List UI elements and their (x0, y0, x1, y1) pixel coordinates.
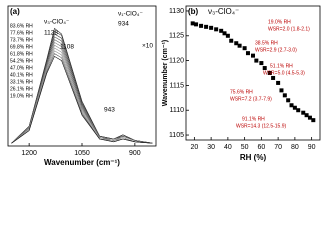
point (234, 41, 239, 46)
point (194, 22, 199, 27)
point (209, 25, 214, 30)
point (289, 103, 294, 108)
point (307, 115, 312, 120)
x-tick-label: 60 (257, 144, 265, 151)
y-tick-label: 1115 (169, 82, 184, 89)
point (251, 53, 255, 58)
point (311, 118, 316, 123)
annotation: ×10 (142, 43, 153, 50)
point (267, 71, 272, 75)
y-tick-label: 1120 (169, 57, 184, 64)
point (276, 80, 281, 85)
spectrum-line (11, 55, 153, 144)
x-axis-label: Wavenumber (cm⁻¹) (44, 158, 120, 167)
point (279, 88, 284, 93)
point (225, 33, 230, 38)
annotation: ν₁-ClO₄⁻ (118, 11, 143, 18)
point (296, 108, 301, 113)
y-tick-label: 1105 (169, 132, 184, 139)
point (204, 24, 209, 29)
annotation: 91.1% RH (242, 116, 265, 122)
y-tick-label: 1130 (169, 8, 184, 15)
legend-entry: 54.2% RH (10, 58, 33, 64)
annotation: 51.1% RH (270, 63, 293, 69)
panel-label: (a) (10, 7, 20, 16)
point (301, 110, 306, 115)
y-tick-label: 1110 (169, 107, 184, 114)
frame-b (185, 5, 321, 141)
y-tick-label: 1125 (169, 33, 184, 40)
y-axis-label: Wavenumber (cm⁻¹) (162, 40, 169, 106)
point (271, 75, 276, 80)
x-tick-label: 40 (224, 144, 232, 151)
annotation: WSR=2.9 (2.7-3.0) (255, 47, 297, 53)
legend-entry: 47.0% RH (10, 65, 33, 71)
point (282, 93, 287, 98)
x-tick-label: 30 (207, 144, 215, 151)
legend-entry: 77.6% RH (10, 30, 33, 36)
point (259, 61, 264, 66)
panel-label: (b) (188, 7, 199, 16)
page: 1200 1050 900 Wavenumber (cm⁻¹) (a) 83.6% RH 7… (7, 5, 321, 168)
annotation: WSR=7.2 (3.7-7.9) (230, 96, 272, 102)
annotation: 943 (104, 107, 115, 114)
x-tick-label: 50 (241, 144, 249, 151)
annotation: 934 (118, 21, 129, 28)
x-tick-label: 90 (308, 144, 316, 151)
panel-title: ν₃-ClO₄⁻ (208, 7, 239, 16)
annotation: 19.0% RH (268, 19, 291, 25)
annotation: WSR=2.0 (1.8-2.1) (268, 26, 310, 32)
x-tick-label: 1200 (21, 150, 37, 157)
point (237, 43, 242, 48)
legend-entry: 26.1% RH (10, 86, 33, 92)
legend-entry: 61.8% RH (10, 51, 33, 57)
point (262, 66, 267, 71)
point (222, 31, 227, 36)
annotation: WSR=5.0 (4.5-5.3) (263, 70, 305, 76)
annotation: 75.6% RH (230, 89, 253, 95)
point (254, 58, 259, 63)
point (219, 28, 224, 33)
x-axis-label: RH (%) (240, 153, 267, 162)
legend-entry: 19.0% RH (10, 93, 33, 99)
point (190, 21, 195, 26)
x-tick-label: 900 (129, 150, 141, 157)
legend-entry: 83.6% RH (10, 23, 33, 29)
point (286, 98, 291, 103)
point (292, 105, 297, 110)
legend-entry: 73.7% RH (10, 37, 33, 43)
point (199, 23, 204, 28)
x-tick-label: 70 (274, 144, 282, 151)
annotation: WSR=14.3 (12.5-15.9) (236, 123, 286, 129)
annotation: 1128 (44, 30, 58, 37)
legend-entry: 69.8% RH (10, 44, 33, 50)
x-tick-label: 80 (291, 144, 299, 151)
point (304, 113, 309, 118)
point (229, 38, 234, 43)
x-tick-label: 20 (190, 144, 198, 151)
legend-entry: 40.1% RH (10, 72, 33, 78)
point (214, 27, 219, 32)
point (245, 51, 250, 56)
x-tick-label: 1050 (74, 150, 90, 157)
annotation: 1108 (60, 44, 74, 51)
annotation: 38.5% RH (255, 40, 278, 46)
point (242, 46, 247, 51)
annotation: ν₃-ClO₄⁻ (44, 19, 70, 26)
legend-entry: 33.1% RH (10, 79, 33, 85)
